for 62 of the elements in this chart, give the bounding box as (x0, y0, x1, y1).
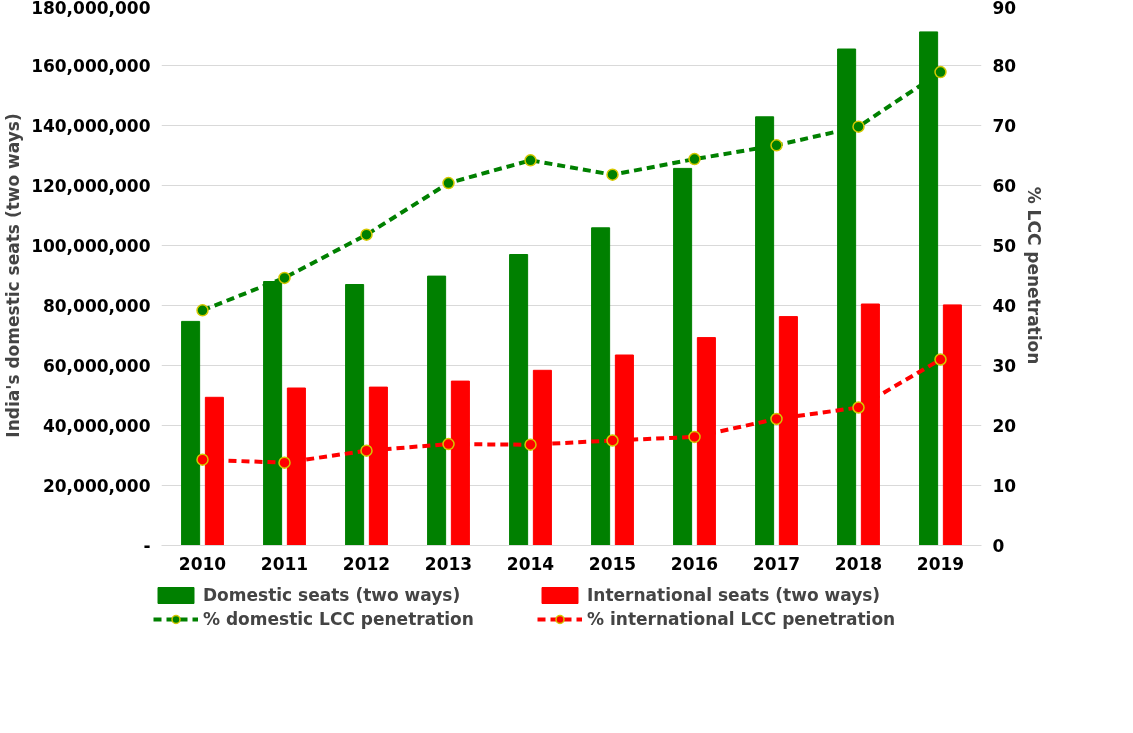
x-tick-label: 2017 (752, 553, 801, 574)
bar (427, 275, 447, 546)
point (688, 430, 701, 444)
x-tick-label: 2015 (588, 553, 637, 574)
legend-label: % international LCC penetration (587, 609, 897, 629)
point (606, 168, 619, 181)
x-tick-label: 2016 (670, 553, 719, 574)
point (852, 401, 865, 414)
y2-tick-label: 40 (992, 296, 1017, 316)
point (524, 438, 537, 451)
x-tick-label: 2012 (342, 553, 391, 574)
x-tick-label: 2013 (424, 553, 473, 574)
x-tick-label: 2014 (506, 553, 555, 574)
y2-tick-label: 10 (992, 476, 1017, 496)
y-tick-label: - (143, 536, 151, 556)
point (770, 139, 783, 152)
point (934, 353, 947, 366)
legend-label: % domestic LCC penetration (203, 609, 475, 629)
x-tick-label: 2018 (834, 553, 883, 574)
point (360, 444, 373, 457)
point (196, 453, 209, 466)
point (606, 434, 619, 447)
point (196, 304, 209, 317)
y2-tick-label: 80 (992, 56, 1017, 76)
point (360, 228, 373, 241)
legend-label: International seats (two ways) (587, 585, 882, 605)
y-tick-label: 180,000,000 (31, 0, 151, 18)
bar (591, 227, 611, 546)
bar (345, 284, 365, 546)
bar (509, 254, 529, 546)
point (524, 154, 537, 167)
y-tick-label: 40,000,000 (42, 416, 151, 436)
y-tick-label: 160,000,000 (31, 56, 151, 76)
y-tick-label: 140,000,000 (31, 116, 151, 136)
x-tick-label: 2010 (178, 553, 227, 574)
y-tick-label: 100,000,000 (31, 236, 151, 256)
y2-tick-label: 50 (992, 236, 1017, 256)
y2-tick-label: 20 (992, 416, 1017, 436)
legend-label: Domestic seats (two ways) (203, 585, 462, 605)
point (688, 152, 701, 166)
y-tick-label: 20,000,000 (42, 476, 151, 496)
bar (181, 320, 201, 546)
y-tick-label: 120,000,000 (31, 176, 151, 196)
x-tick-label: 2011 (260, 553, 309, 574)
point (442, 176, 455, 190)
bar (673, 167, 693, 546)
point (278, 271, 291, 285)
y2-tick-label: 30 (992, 356, 1017, 376)
x-tick-label: 2019 (916, 553, 965, 574)
y2-tick-label: 70 (992, 116, 1017, 136)
y2-tick-label: 60 (992, 176, 1017, 196)
y2-tick-label: 0 (992, 536, 1005, 556)
y-axis-title: India's domestic seats (two ways) (3, 113, 24, 438)
point (770, 412, 783, 426)
point (442, 437, 455, 451)
y-tick-label: 60,000,000 (42, 356, 151, 376)
y2-tick-label: 90 (992, 0, 1017, 18)
point (278, 456, 291, 469)
y-tick-label: 80,000,000 (42, 296, 151, 316)
point (934, 65, 947, 79)
point (852, 120, 865, 133)
y2-axis-title: % LCC penetration (1024, 186, 1045, 365)
